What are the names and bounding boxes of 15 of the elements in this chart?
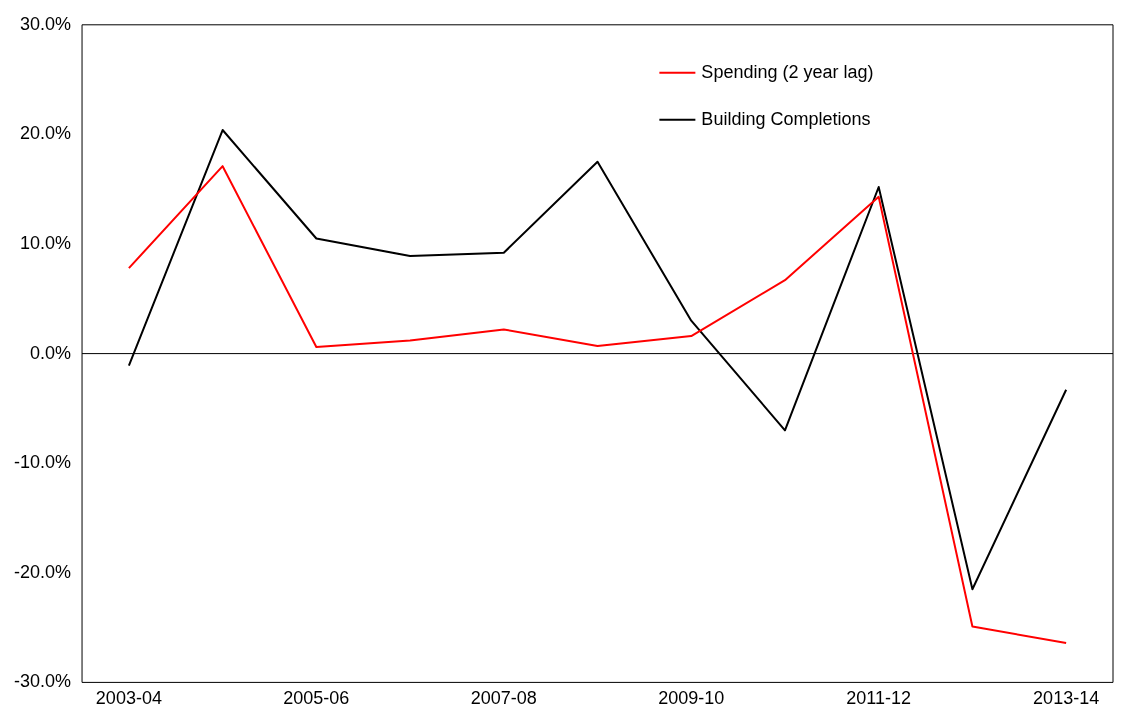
legend-label: Spending (2 year lag): [701, 61, 874, 82]
legend-label: Building Completions: [701, 108, 871, 129]
y-tick-label: 10.0%: [19, 232, 72, 253]
x-tick-label: 2007-08: [470, 688, 537, 709]
y-tick-label: 20.0%: [19, 123, 72, 144]
x-tick-label: 2003-04: [95, 688, 162, 709]
y-tick-label: -20.0%: [13, 561, 72, 582]
x-tick-label: 2005-06: [283, 688, 350, 709]
y-tick-label: -10.0%: [13, 452, 72, 473]
y-tick-label: 0.0%: [30, 342, 72, 363]
x-tick-label: 2011-12: [846, 688, 912, 709]
y-tick-label: 30.0%: [19, 13, 72, 34]
x-tick-label: 2013-14: [1033, 688, 1100, 709]
x-tick-label: 2009-10: [658, 688, 725, 709]
y-tick-label: -30.0%: [13, 671, 72, 692]
